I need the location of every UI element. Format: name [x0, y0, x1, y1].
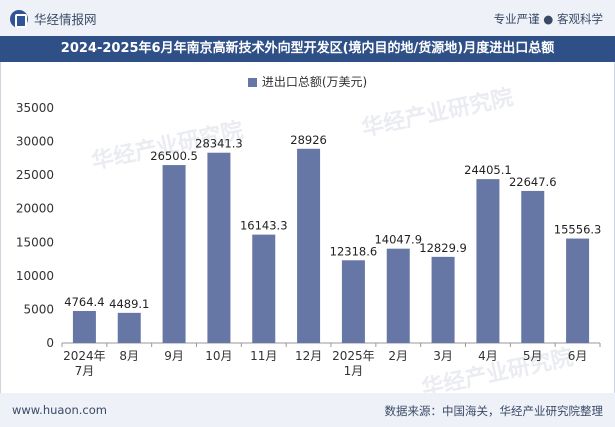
y-tick-label: 25000 — [16, 168, 54, 182]
x-tick-label: 4月 — [478, 349, 498, 363]
data-label: 4764.4 — [64, 295, 104, 309]
data-label: 12829.9 — [419, 241, 467, 255]
brand[interactable]: 华经情报网 — [10, 9, 97, 28]
bar — [162, 165, 186, 343]
legend-swatch — [247, 78, 257, 87]
bar — [297, 148, 321, 343]
bar — [476, 179, 500, 343]
x-tick-label: 5月 — [523, 349, 543, 363]
x-tick-label: 12月 — [295, 349, 322, 363]
data-label: 28341.3 — [195, 137, 243, 151]
bar — [566, 238, 590, 343]
x-tick-label: 6月 — [568, 349, 588, 363]
data-label: 12318.6 — [330, 244, 378, 258]
x-tick-label: 7月 — [75, 364, 95, 378]
bar — [72, 311, 96, 343]
footer-source: 数据来源：中国海关，华经产业研究院整理 — [384, 404, 604, 418]
bar — [521, 190, 545, 343]
data-label: 4489.1 — [109, 297, 149, 311]
legend-label: 进出口总额(万美元) — [261, 75, 368, 89]
data-label: 22647.6 — [509, 175, 557, 189]
tagline: 专业严谨 ● 客观科学 — [493, 12, 603, 26]
y-tick-label: 20000 — [16, 202, 54, 216]
y-tick-label: 10000 — [16, 269, 54, 283]
brand-name: 华经情报网 — [34, 12, 97, 27]
bar — [386, 248, 410, 343]
data-label: 24405.1 — [464, 163, 512, 177]
bar — [207, 152, 231, 343]
x-tick-label: 3月 — [433, 349, 453, 363]
footer-bar: www.huaon.com 数据来源：中国海关，华经产业研究院整理 — [0, 393, 615, 427]
brand-logo-icon — [10, 9, 28, 28]
x-tick-label: 11月 — [250, 349, 277, 363]
x-tick-label: 2025年 — [332, 349, 375, 363]
x-tick-label: 8月 — [119, 349, 139, 363]
y-tick-label: 5000 — [23, 302, 54, 316]
data-label: 15556.3 — [554, 223, 602, 237]
x-tick-label: 1月 — [344, 364, 364, 378]
bar — [431, 256, 455, 343]
bar — [117, 312, 141, 343]
legend: 进出口总额(万美元) — [0, 73, 615, 90]
data-label: 16143.3 — [240, 219, 288, 233]
bar — [252, 234, 276, 343]
data-label: 26500.5 — [150, 149, 198, 163]
x-tick-label: 10月 — [205, 349, 232, 363]
chart-title: 2024-2025年6月年南京高新技术外向型开发区(境内目的地/货源地)月度进出… — [0, 36, 615, 62]
y-tick-label: 35000 — [16, 101, 54, 115]
x-tick-label: 9月 — [164, 349, 184, 363]
header-bar: 华经情报网 专业严谨 ● 客观科学 — [0, 0, 615, 36]
y-tick-label: 15000 — [16, 235, 54, 249]
footer-url[interactable]: www.huaon.com — [12, 403, 107, 417]
data-label: 28926 — [290, 133, 327, 147]
y-tick-label: 0 — [46, 336, 54, 350]
y-tick-label: 30000 — [16, 135, 54, 149]
x-tick-label: 2024年 — [63, 349, 106, 363]
data-label: 14047.9 — [374, 233, 422, 247]
bar — [341, 260, 365, 343]
x-tick-label: 2月 — [388, 349, 408, 363]
